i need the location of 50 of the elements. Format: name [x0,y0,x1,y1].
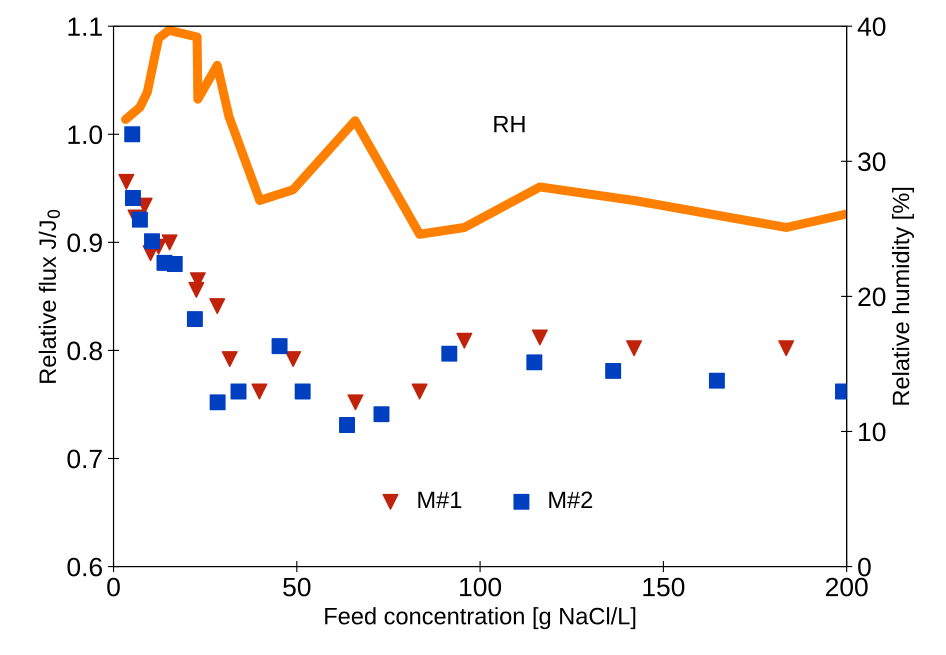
point [124,190,141,206]
point [124,126,140,142]
legend-label: M#1 [418,492,462,508]
x-tick-label: 50 [283,578,310,596]
legend-label: M#2 [549,492,592,508]
point [132,212,148,228]
point [162,234,178,250]
point [605,362,622,379]
point [230,384,246,400]
point [166,256,183,272]
point [118,174,134,190]
point [294,384,311,400]
point [222,351,238,368]
point [209,298,226,314]
y2-tick-label: 40 [858,17,886,36]
point [272,338,288,354]
y2-axis-title: Relative humidity [%] [892,188,914,405]
point [285,351,302,368]
point [412,384,428,400]
x-axis-title: Feed concentration [g NaCl/L] [325,607,636,630]
annotation: RH [494,116,525,132]
point [347,394,364,410]
point [526,354,542,370]
point [532,329,548,346]
y2-tick-label: 30 [858,152,886,172]
x-tick-label: 0 [107,578,120,596]
y-tick-label: 0.7 [67,450,102,468]
point [144,233,160,250]
x-tick-label: 200 [826,578,868,596]
y-tick-label: 0.8 [67,342,102,360]
y-tick-label: 0.9 [67,233,102,252]
y2-tick-label: 20 [858,288,886,306]
y-axis-title: Relative flux J/J$_{0}$ [38,210,60,383]
point [441,346,458,362]
y2-tick-label: 10 [859,422,886,442]
y2-tick-label: 0 [858,558,871,576]
point [374,406,390,422]
point [251,384,268,400]
y-tick-label: 1.0 [68,125,102,144]
point [339,417,356,433]
point [456,332,472,349]
x-tick-label: 150 [643,578,684,596]
point [186,311,203,328]
point [778,340,794,356]
y-tick-label: 1.1 [68,18,102,36]
y-tick-label: 0.6 [67,558,102,576]
point [708,372,725,389]
x-tick-label: 100 [460,578,502,596]
point [210,394,226,410]
point [626,340,642,356]
